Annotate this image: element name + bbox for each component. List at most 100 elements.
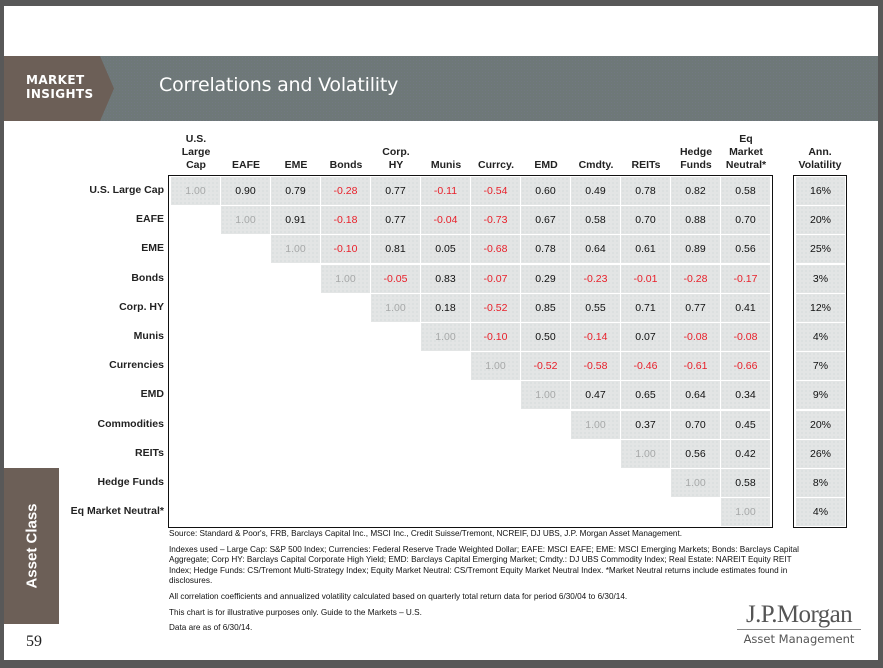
correlation-cell: -0.17 [721, 264, 770, 293]
diagonal-cell: 1.00 [571, 410, 620, 439]
correlation-matrix-border [168, 175, 773, 528]
diagonal-cell: 1.00 [271, 235, 320, 264]
slide-page: MARKET INSIGHTS Correlations and Volatil… [4, 6, 878, 660]
disclaimer-note: This chart is for illustrative purposes … [169, 607, 422, 617]
column-header-line: REITs [631, 159, 661, 171]
logo-subtitle: Asset Management [743, 632, 855, 646]
diagonal-cell: 1.00 [721, 498, 770, 527]
market-insights-tag: MARKET INSIGHTS [4, 56, 114, 121]
correlation-cell: 0.42 [721, 439, 770, 468]
correlation-cell: 0.47 [571, 381, 620, 410]
correlation-cell: 0.41 [721, 293, 770, 322]
logo-divider [737, 629, 861, 630]
correlation-cell: 0.77 [671, 293, 720, 322]
header-banner: MARKET INSIGHTS Correlations and Volatil… [4, 56, 878, 121]
volatility-cell: 20% [796, 206, 845, 235]
volatility-cell: 9% [796, 381, 845, 410]
diagonal-cell: 1.00 [321, 264, 370, 293]
correlation-cell: 0.78 [621, 177, 670, 205]
volatility-cell: 8% [796, 469, 845, 497]
column-header-line: Corp. [382, 146, 410, 158]
correlation-cell: -0.68 [471, 235, 520, 264]
column-header: Bonds [321, 159, 371, 172]
column-header-line: Currcy. [478, 159, 514, 171]
correlation-cell: 0.49 [571, 177, 620, 205]
volatility-header: Ann. Volatility [795, 146, 845, 172]
correlation-cell: -0.05 [371, 264, 420, 293]
row-header: Eq Market Neutral* [70, 505, 164, 518]
column-header-line: Neutral* [725, 159, 767, 171]
logo-wordmark: J.P.Morgan [745, 601, 853, 628]
volatility-cell: 25% [796, 235, 845, 264]
column-header-line: Munis [430, 159, 462, 171]
correlation-cell: -0.52 [471, 293, 520, 322]
column-header: Currcy. [471, 159, 521, 172]
row-header: Currencies [109, 359, 164, 372]
correlation-cell: 0.81 [371, 235, 420, 264]
correlation-cell: -0.11 [421, 177, 470, 205]
column-header-line: Bonds [329, 159, 363, 171]
column-header-line: Large [181, 146, 211, 158]
correlation-cell: -0.23 [571, 264, 620, 293]
correlation-cell: 0.05 [421, 235, 470, 264]
diagonal-cell: 1.00 [371, 293, 420, 322]
row-header: Bonds [131, 271, 164, 284]
correlation-cell: -0.08 [671, 323, 720, 351]
correlation-cell: -0.10 [471, 323, 520, 351]
column-header: EMD [521, 159, 571, 172]
correlation-cell: 0.79 [271, 177, 320, 205]
correlation-cell: 0.56 [671, 439, 720, 468]
methodology-note: All correlation coefficients and annuali… [169, 591, 628, 601]
source-note: Source: Standard & Poor's, FRB, Barclays… [169, 529, 683, 538]
correlation-cell: 0.64 [671, 381, 720, 410]
footnotes: Source: Standard & Poor's, FRB, Barclays… [169, 529, 809, 639]
correlation-cell: -0.52 [521, 352, 570, 381]
correlation-cell: 0.70 [621, 206, 670, 235]
correlation-cell: 0.82 [671, 177, 720, 205]
row-header: EMD [140, 388, 164, 401]
row-header: Corp. HY [119, 300, 164, 313]
column-header: Cmdty. [571, 159, 621, 172]
column-header: Munis [421, 159, 471, 172]
correlation-cell: -0.01 [621, 264, 670, 293]
volatility-header-line: Ann. [808, 146, 832, 158]
row-header: Hedge Funds [97, 476, 164, 488]
correlation-cell: 0.83 [421, 264, 470, 293]
row-header: Commodities [97, 417, 164, 430]
correlation-cell: -0.66 [721, 352, 770, 381]
correlation-cell: 0.29 [521, 264, 570, 293]
correlation-cell: 0.78 [521, 235, 570, 264]
correlation-cell: -0.18 [321, 206, 370, 235]
tag-line-2: INSIGHTS [26, 87, 94, 101]
row-header: EME [141, 242, 164, 255]
diagonal-cell: 1.00 [171, 177, 220, 205]
diagonal-cell: 1.00 [471, 352, 520, 381]
column-header: REITs [621, 159, 671, 172]
correlation-cell: 0.71 [621, 293, 670, 322]
correlation-cell: -0.10 [321, 235, 370, 264]
column-header: EME [271, 159, 321, 172]
column-header-line: EME [284, 159, 308, 171]
correlation-cell: 0.37 [621, 410, 670, 439]
diagonal-cell: 1.00 [621, 439, 670, 468]
correlation-cell: 0.58 [571, 206, 620, 235]
correlation-cell: -0.08 [721, 323, 770, 351]
correlation-cell: 0.70 [671, 410, 720, 439]
correlation-cell: 0.07 [621, 323, 670, 351]
column-header-line: U.S. [185, 133, 207, 145]
correlation-cell: -0.54 [471, 177, 520, 205]
column-header: Corp. HY [371, 146, 421, 172]
correlation-cell: -0.14 [571, 323, 620, 351]
asset-class-sidebar: Asset Class [4, 468, 59, 624]
correlation-cell: 0.45 [721, 410, 770, 439]
column-header: EAFE [221, 159, 271, 172]
column-header-line: Eq [739, 133, 753, 145]
correlation-cell: 0.77 [371, 206, 420, 235]
column-header-line: Cap [186, 159, 206, 171]
volatility-cell: 26% [796, 439, 845, 468]
volatility-column-border [793, 175, 847, 528]
diagonal-cell: 1.00 [671, 469, 720, 497]
column-header: U.S. Large Cap [171, 133, 221, 172]
column-header-line: EMD [534, 159, 558, 171]
page-number: 59 [26, 633, 42, 650]
